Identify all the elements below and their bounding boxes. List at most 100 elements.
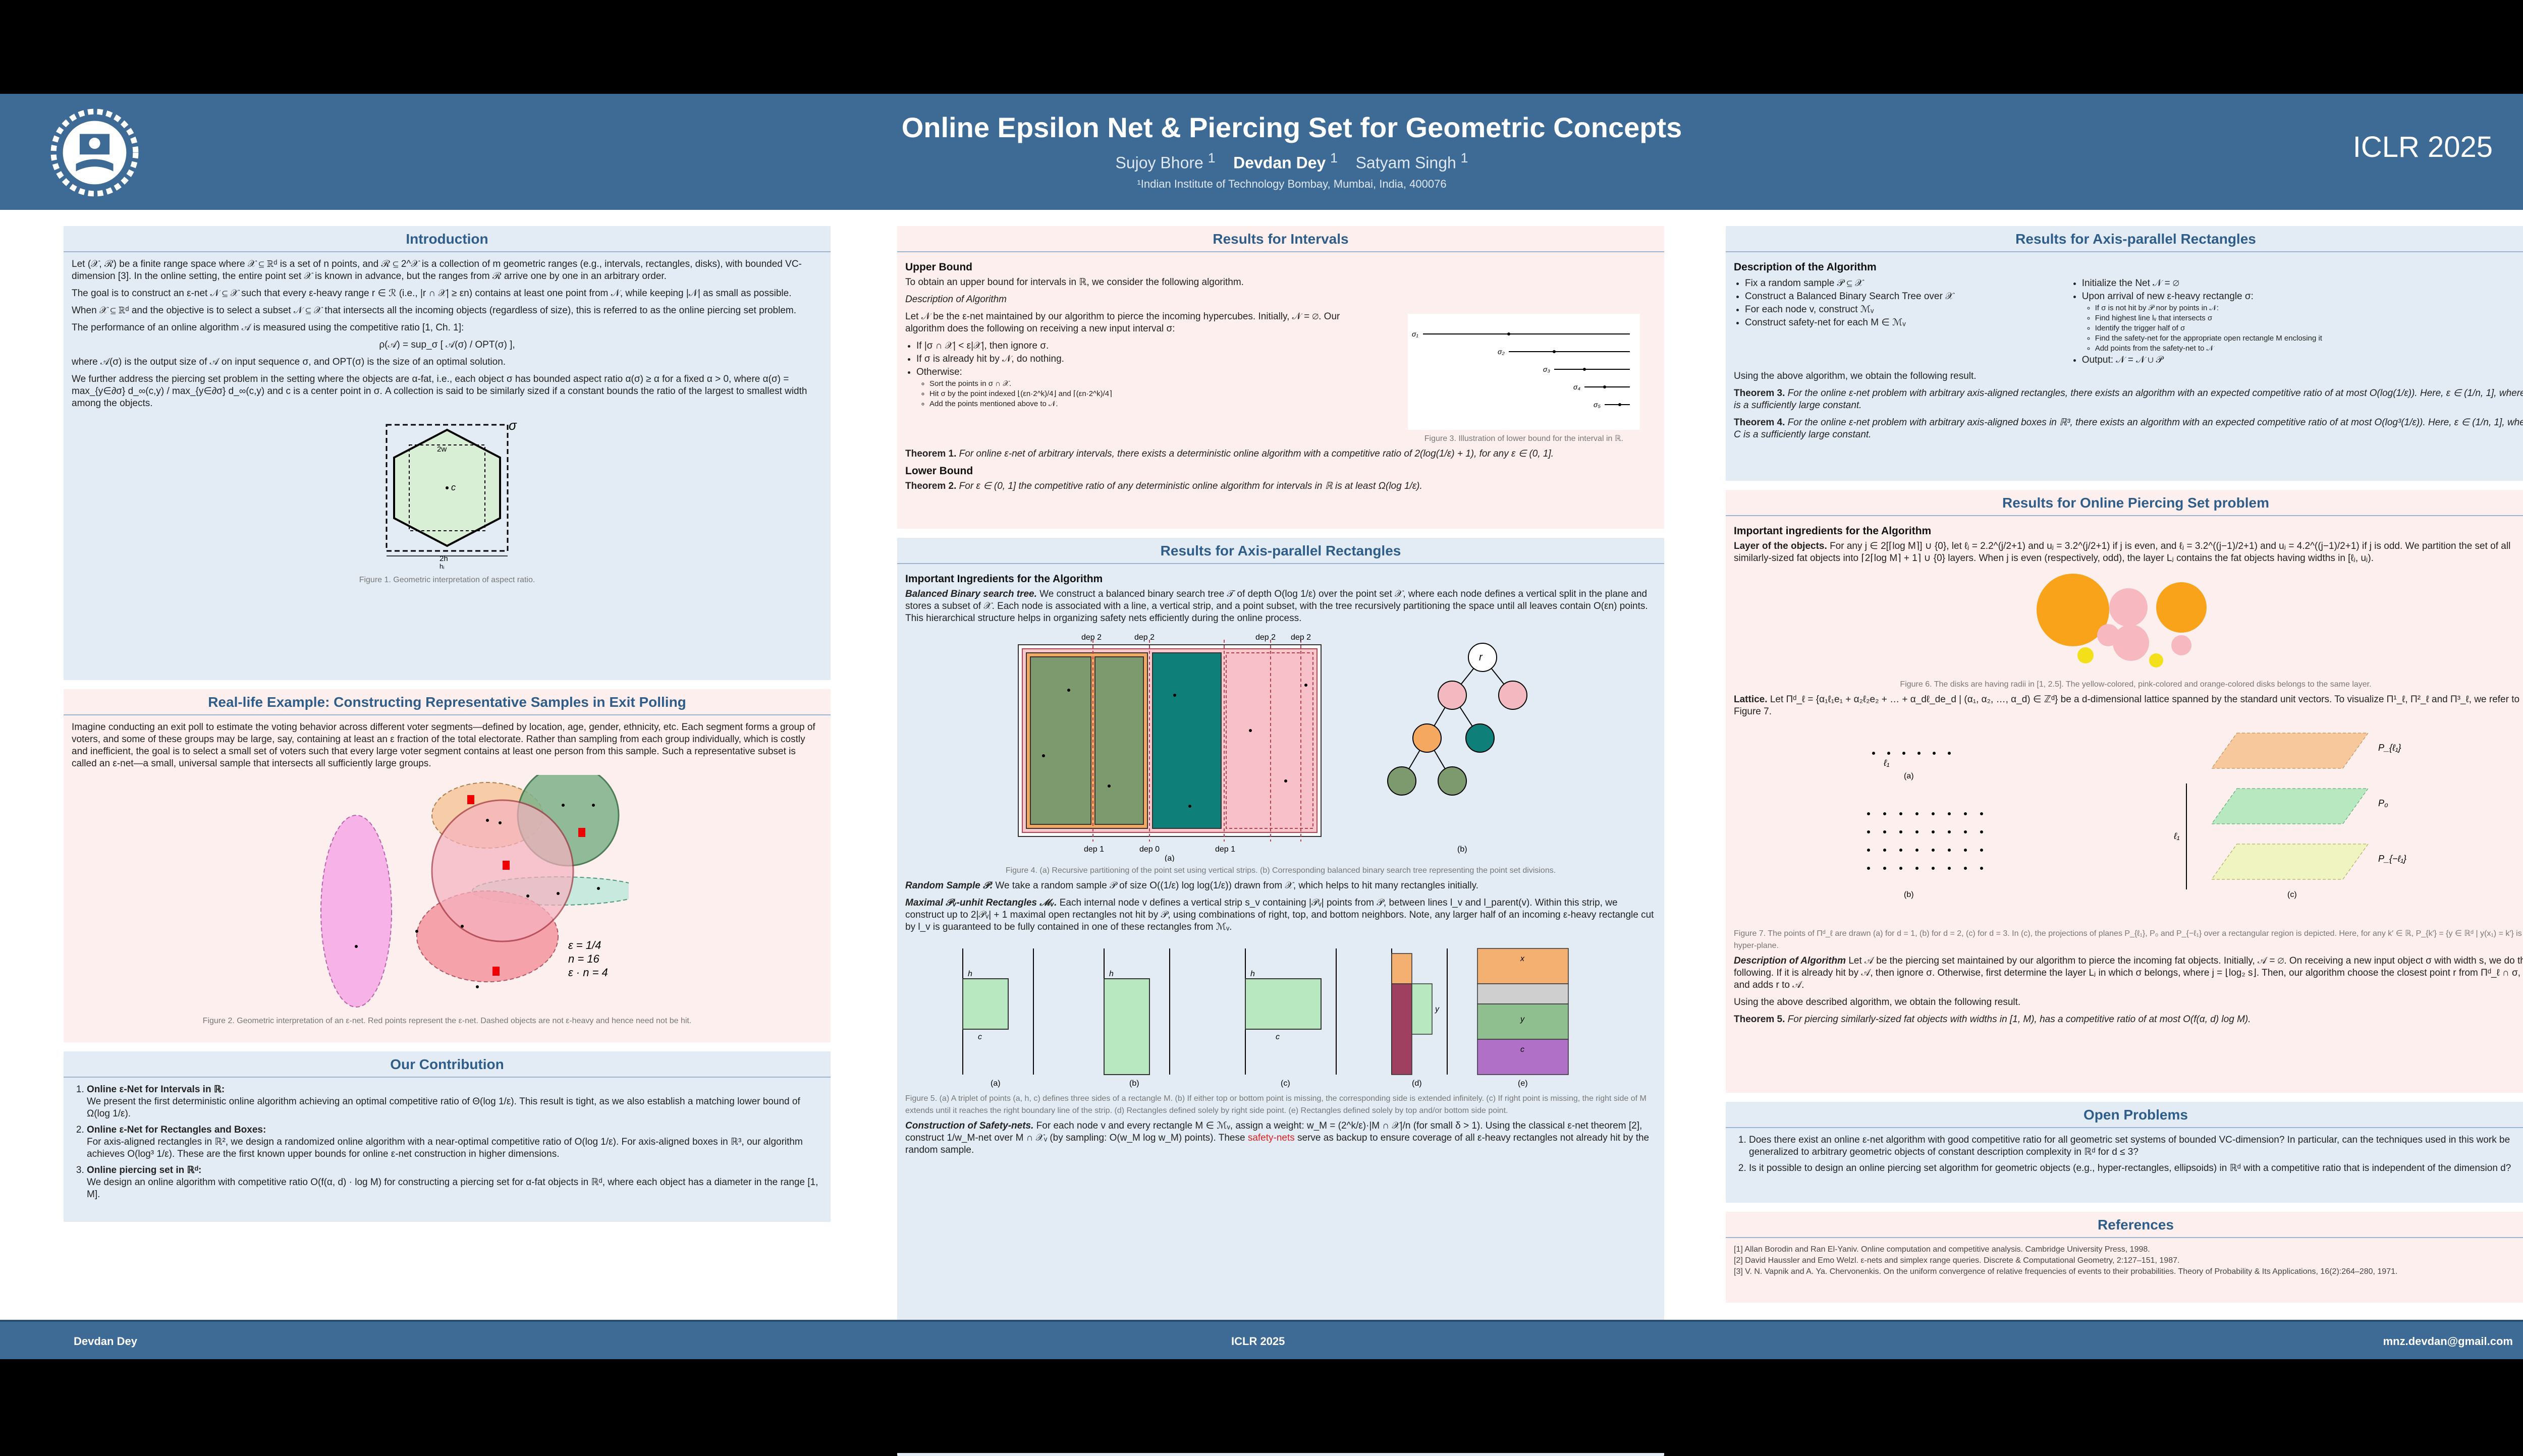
list-item: Online ε-Net for Rectangles and Boxes:Fo… <box>87 1124 822 1160</box>
svg-text:(b): (b) <box>1129 1079 1139 1088</box>
svg-text:2h: 2h <box>440 554 448 563</box>
section-title: Results for Axis-parallel Rectangles <box>897 538 1664 564</box>
svg-text:r: r <box>1479 652 1483 663</box>
lattice-point <box>1963 812 1967 815</box>
disk-layers-figure <box>2036 574 2207 667</box>
exit-polling-section: Real-life Example: Constructing Represen… <box>64 689 831 1042</box>
svg-text:dep 1: dep 1 <box>1215 845 1235 854</box>
svg-text:σ₂: σ₂ <box>1498 348 1505 356</box>
svg-text:dep 2: dep 2 <box>1081 633 1102 642</box>
lattice-point <box>1915 812 1918 815</box>
section-title: Results for Intervals <box>897 226 1664 252</box>
lattice-point <box>1867 812 1870 815</box>
lattice-point <box>1963 849 1967 852</box>
bst-tree: r (b) <box>1387 643 1527 854</box>
list-item: Online piercing set in ℝᵈ:We design an o… <box>87 1164 822 1201</box>
lattice-point <box>1947 812 1951 815</box>
lattice-point <box>1931 867 1935 870</box>
lattice-point <box>1883 849 1886 852</box>
lattice-point <box>1947 867 1951 870</box>
section-title: Real-life Example: Constructing Represen… <box>64 689 831 715</box>
maximal-rectangles-figure: h c h h c y x y c (a) (b) (c) (d) (e) <box>962 948 1569 1088</box>
svg-text:dep 1: dep 1 <box>1084 845 1104 854</box>
svg-text:x: x <box>1520 955 1525 963</box>
affiliation: ¹Indian Institute of Technology Bombay, … <box>1137 178 1447 190</box>
conference-label: ICLR 2025 <box>2352 131 2493 163</box>
svg-text:c: c <box>1520 1045 1524 1054</box>
svg-text:h: h <box>1250 970 1255 978</box>
footer-conference: ICLR 2025 <box>1231 1335 1285 1348</box>
list-item: Does there exist an online ε-net algorit… <box>1749 1134 2523 1158</box>
svg-text:σ₁: σ₁ <box>1412 330 1418 338</box>
poster-header <box>0 94 2523 210</box>
strip-partition-figure: dep 2 dep 2 dep 2 dep 2 dep 1 dep 0 dep … <box>1018 633 1527 862</box>
list-item: Is it possible to design an online pierc… <box>1749 1162 2523 1174</box>
rectangles-section: Results for Axis-parallel Rectangles Imp… <box>897 538 1664 1456</box>
lattice-point <box>1883 867 1886 870</box>
interval-lower-bound-figure: σ₁ σ₂ σ₃ σ₄ σ₅ <box>1407 314 1640 430</box>
lattice-point <box>1883 830 1886 833</box>
lattice-point <box>1931 849 1935 852</box>
svg-text:P_{−ℓ₁}: P_{−ℓ₁} <box>2378 854 2406 864</box>
section-title: Results for Axis-parallel Rectangles <box>1726 226 2523 252</box>
references-section: References [1] Allan Borodin and Ran El-… <box>1726 1212 2523 1303</box>
svg-text:(c): (c) <box>1281 1079 1290 1088</box>
author-3: Satyam Singh <box>1355 153 1456 172</box>
svg-text:(c): (c) <box>2287 890 2297 899</box>
svg-text:ℓ₁: ℓ₁ <box>1883 758 1890 768</box>
poster-body: Introduction Let (𝒳, ℛ) be a finite rang… <box>0 210 2523 1456</box>
poster-title: Online Epsilon Net & Piercing Set for Ge… <box>901 111 1682 143</box>
svg-text:(b): (b) <box>1457 845 1467 854</box>
lattice-point <box>1931 812 1935 815</box>
lattice-point <box>1899 812 1902 815</box>
svg-text:(e): (e) <box>1518 1079 1528 1088</box>
intervals-section: Results for Intervals Upper Bound To obt… <box>897 226 1664 529</box>
svg-text:ℓ₁: ℓ₁ <box>2173 831 2180 841</box>
epsilon-net-figure: ε = 1/4 n = 16 ε · n = 4 <box>320 775 629 1007</box>
lattice-point <box>1915 830 1918 833</box>
reference-item: [2] David Haussler and Emo Welzl. ε-nets… <box>1734 1256 2180 1265</box>
reference-item: [3] V. N. Vapnik and A. Ya. Chervonenkis… <box>1734 1267 2398 1276</box>
lattice-point <box>1883 812 1886 815</box>
lattice-point <box>1963 867 1967 870</box>
svg-text:σ₃: σ₃ <box>1543 365 1550 373</box>
bottom-black-band <box>0 1359 2523 1453</box>
reference-item: [1] Allan Borodin and Ran El-Yaniv. Onli… <box>1734 1245 2150 1254</box>
svg-text:σ₄: σ₄ <box>1573 383 1580 391</box>
lattice-point <box>1980 812 1983 815</box>
svg-text:dep 2: dep 2 <box>1134 633 1155 642</box>
svg-text:σ₅: σ₅ <box>1594 401 1601 409</box>
introduction-section: Introduction Let (𝒳, ℛ) be a finite rang… <box>64 226 831 680</box>
svg-text:P₀: P₀ <box>2378 798 2388 808</box>
svg-text:n = 16: n = 16 <box>568 953 600 965</box>
svg-text:(b): (b) <box>1904 890 1914 899</box>
lattice-point <box>1915 867 1918 870</box>
author-1: Sujoy Bhore <box>1115 153 1203 172</box>
svg-text:dep 2: dep 2 <box>1291 633 1311 642</box>
svg-text:c: c <box>1276 1033 1280 1041</box>
svg-text:(a): (a) <box>1904 772 1914 780</box>
svg-text:2w: 2w <box>437 445 447 454</box>
contribution-section: Our Contribution Online ε-Net for Interv… <box>64 1051 831 1222</box>
top-black-band <box>0 0 2523 94</box>
section-title: Results for Online Piercing Set problem <box>1726 490 2523 516</box>
lattice-point <box>1980 849 1983 852</box>
lattice-point <box>1899 849 1902 852</box>
section-title: Introduction <box>64 226 831 252</box>
lattice-point <box>1980 830 1983 833</box>
svg-text:h: h <box>968 970 972 978</box>
section-title: Open Problems <box>1726 1102 2523 1128</box>
svg-text:ε = 1/4: ε = 1/4 <box>568 939 601 951</box>
author-2: Devdan Dey <box>1233 153 1326 172</box>
lattice-point <box>1867 849 1870 852</box>
svg-text:c: c <box>978 1033 982 1041</box>
list-item: Online ε-Net for Intervals in ℝ:We prese… <box>87 1084 822 1120</box>
svg-text:σ: σ <box>509 418 517 433</box>
lattice-point <box>1867 867 1870 870</box>
svg-text:c: c <box>451 482 456 492</box>
svg-text:dep 0: dep 0 <box>1139 845 1160 854</box>
footer-email: mnz.devdan@gmail.com <box>2383 1335 2513 1348</box>
svg-text:(a): (a) <box>991 1079 1001 1088</box>
author-list: Sujoy Bhore 1 Devdan Dey 1 Satyam Singh … <box>1115 150 1468 172</box>
section-title: References <box>1726 1212 2523 1238</box>
